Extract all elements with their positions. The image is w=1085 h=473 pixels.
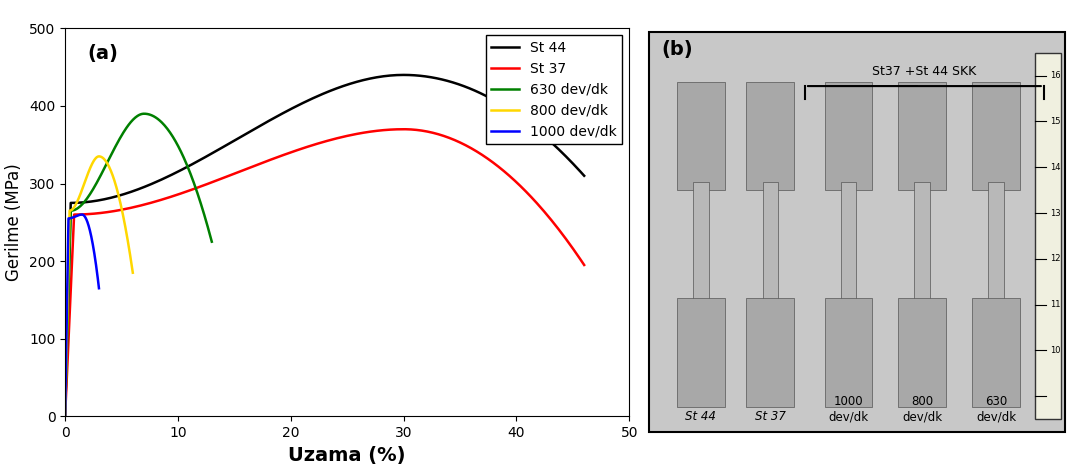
- Text: 12: 12: [1050, 254, 1061, 263]
- St 37: [260, 158, 273, 164]
- 800 dev/dk: [72, 197, 85, 202]
- 800 dev/dk: [80, 174, 93, 179]
- Bar: [825, 298, 872, 407]
- Line: St 37: St 37: [65, 129, 584, 416]
- Line: St 44: St 44: [65, 75, 584, 416]
- Text: 10: 10: [1050, 346, 1061, 355]
- Text: 11: 11: [1050, 300, 1061, 309]
- Text: 1000
dev/dk: 1000 dev/dk: [829, 395, 868, 423]
- Bar: [898, 298, 946, 407]
- 630 dev/dk: [205, 239, 218, 245]
- 800 dev/dk: [59, 413, 72, 419]
- Legend: St 44, St 37, 630 dev/dk, 800 dev/dk, 1000 dev/dk: St 44, St 37, 630 dev/dk, 800 dev/dk, 10…: [486, 35, 623, 144]
- St 37: [397, 126, 410, 132]
- Text: 630
dev/dk: 630 dev/dk: [976, 395, 1016, 423]
- 630 dev/dk: [59, 413, 72, 419]
- St 44: [259, 120, 272, 125]
- Text: St 44: St 44: [686, 410, 716, 423]
- Text: (a): (a): [88, 44, 118, 63]
- St 44: [162, 174, 175, 179]
- Bar: [915, 182, 930, 307]
- Bar: [677, 298, 725, 407]
- FancyBboxPatch shape: [649, 32, 1065, 431]
- Bar: [898, 82, 946, 190]
- Bar: [841, 182, 856, 307]
- 630 dev/dk: [71, 206, 84, 211]
- St 37: [98, 210, 111, 215]
- 800 dev/dk: [126, 270, 139, 276]
- St 44: [464, 86, 477, 92]
- 1000 dev/dk: [59, 413, 72, 419]
- St 44: [59, 413, 72, 419]
- Text: 15: 15: [1050, 117, 1061, 126]
- Bar: [988, 182, 1004, 307]
- Text: 800
dev/dk: 800 dev/dk: [903, 395, 942, 423]
- 1000 dev/dk: [66, 215, 79, 220]
- 630 dev/dk: [117, 130, 130, 135]
- Bar: [972, 298, 1020, 407]
- St 37: [59, 413, 72, 419]
- 1000 dev/dk: [89, 259, 102, 264]
- 800 dev/dk: [66, 207, 79, 212]
- Bar: [746, 82, 794, 190]
- Line: 1000 dev/dk: 1000 dev/dk: [65, 215, 99, 416]
- Text: (b): (b): [662, 40, 693, 59]
- X-axis label: Uzama (%): Uzama (%): [289, 446, 406, 464]
- 630 dev/dk: [107, 147, 120, 153]
- 630 dev/dk: [192, 193, 205, 198]
- St 37: [577, 262, 590, 268]
- Y-axis label: Gerilme (MPa): Gerilme (MPa): [5, 164, 24, 281]
- St 44: [577, 173, 590, 179]
- St 44: [541, 136, 554, 142]
- Text: St 37: St 37: [755, 410, 786, 423]
- Bar: [763, 182, 778, 307]
- 630 dev/dk: [138, 111, 151, 116]
- Bar: [972, 82, 1020, 190]
- 1000 dev/dk: [63, 216, 76, 221]
- 800 dev/dk: [92, 154, 105, 159]
- Bar: [1035, 53, 1061, 419]
- 800 dev/dk: [105, 170, 118, 175]
- St 44: [303, 97, 316, 103]
- Text: 13: 13: [1050, 209, 1061, 218]
- Text: 16: 16: [1050, 71, 1061, 80]
- 1000 dev/dk: [81, 222, 94, 228]
- Bar: [677, 82, 725, 190]
- Text: St37 +St 44 SKK: St37 +St 44 SKK: [872, 65, 976, 78]
- Bar: [746, 298, 794, 407]
- St 37: [541, 213, 554, 219]
- St 37: [304, 143, 317, 149]
- Line: 630 dev/dk: 630 dev/dk: [65, 114, 212, 416]
- Bar: [825, 82, 872, 190]
- 800 dev/dk: [119, 228, 132, 233]
- 1000 dev/dk: [76, 212, 89, 218]
- Bar: [693, 182, 709, 307]
- 630 dev/dk: [86, 188, 99, 193]
- 1000 dev/dk: [69, 213, 82, 219]
- St 37: [164, 194, 177, 200]
- Line: 800 dev/dk: 800 dev/dk: [65, 157, 132, 416]
- 630 dev/dk: [163, 129, 176, 134]
- 1000 dev/dk: [72, 212, 85, 218]
- St 44: [397, 72, 410, 78]
- 800 dev/dk: [85, 164, 98, 170]
- St 37: [464, 145, 477, 151]
- St 44: [94, 197, 107, 203]
- Text: 14: 14: [1050, 163, 1061, 172]
- 1000 dev/dk: [92, 285, 105, 291]
